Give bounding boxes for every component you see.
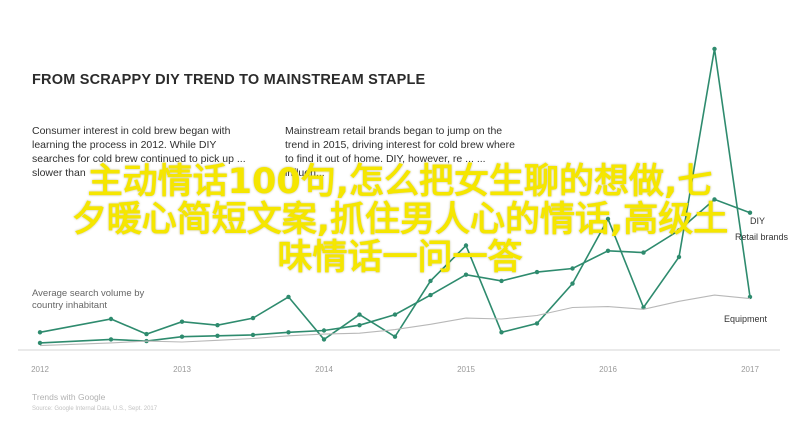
data-point [428, 278, 433, 284]
data-point [534, 269, 540, 275]
overlay-text-line-3: 味情话一问一答 [277, 238, 523, 278]
data-point [605, 248, 611, 253]
data-point [570, 281, 575, 286]
data-point [499, 278, 504, 284]
data-point [37, 340, 43, 346]
data-point [179, 334, 185, 339]
data-point [357, 312, 362, 317]
annotation-2015: Mainstream retail brands began to jump o… [285, 125, 515, 179]
google-trends-watermark: Trends with Google [32, 392, 106, 402]
data-point [463, 243, 469, 248]
data-point [215, 333, 220, 338]
series-layer [37, 46, 753, 347]
legend-retail-brands: Retail brands [735, 232, 789, 242]
data-point [37, 330, 43, 335]
x-tick-label: 2016 [599, 365, 617, 374]
series-line-diy [39, 48, 751, 341]
data-point [499, 330, 504, 335]
data-point [179, 319, 185, 324]
x-tick-label: 2014 [315, 365, 333, 374]
data-point [534, 321, 540, 326]
data-point [605, 216, 611, 222]
series-line-retail-brands [39, 198, 751, 344]
data-point [321, 328, 327, 333]
data-point [357, 323, 362, 328]
data-point [428, 292, 433, 298]
data-point [570, 266, 575, 271]
legend-diy: DIY [750, 216, 766, 226]
data-point [747, 210, 753, 215]
data-point [250, 315, 256, 321]
data-point [321, 337, 327, 342]
data-point [392, 312, 398, 317]
x-tick-label: 2012 [31, 365, 49, 374]
data-point [108, 316, 114, 322]
annotation-2012: Consumer interest in cold brew began wit… [32, 125, 246, 179]
source-note: Source: Google Internal Data, U.S., Sept… [32, 406, 158, 412]
chart-title: FROM SCRAPPY DIY TREND TO MAINSTREAM STA… [32, 72, 426, 88]
x-tick-label: 2017 [741, 365, 759, 374]
data-point [712, 197, 717, 202]
y-axis-label: Average search volume by country inhabit… [32, 288, 145, 311]
data-point [144, 331, 149, 337]
data-point [108, 337, 114, 342]
data-point [286, 330, 291, 335]
overlay-text-line-2: 夕暖心简短文案,抓住男人心的情话,高级土 [71, 200, 729, 240]
data-point [392, 334, 398, 339]
data-point [215, 323, 220, 328]
data-point [641, 250, 646, 255]
data-point [250, 332, 256, 338]
data-point [712, 46, 717, 52]
legend-equipment: Equipment [724, 314, 768, 324]
data-point [463, 272, 469, 277]
series-line-equipment [39, 294, 751, 347]
x-tick-label: 2013 [173, 365, 191, 374]
overlay-text-line-1: 主动情话100句,怎么把女生聊的想做,七 [87, 162, 713, 202]
data-point [676, 228, 682, 233]
data-point [286, 294, 291, 300]
data-point [676, 254, 682, 260]
x-tick-label: 2015 [457, 365, 475, 374]
